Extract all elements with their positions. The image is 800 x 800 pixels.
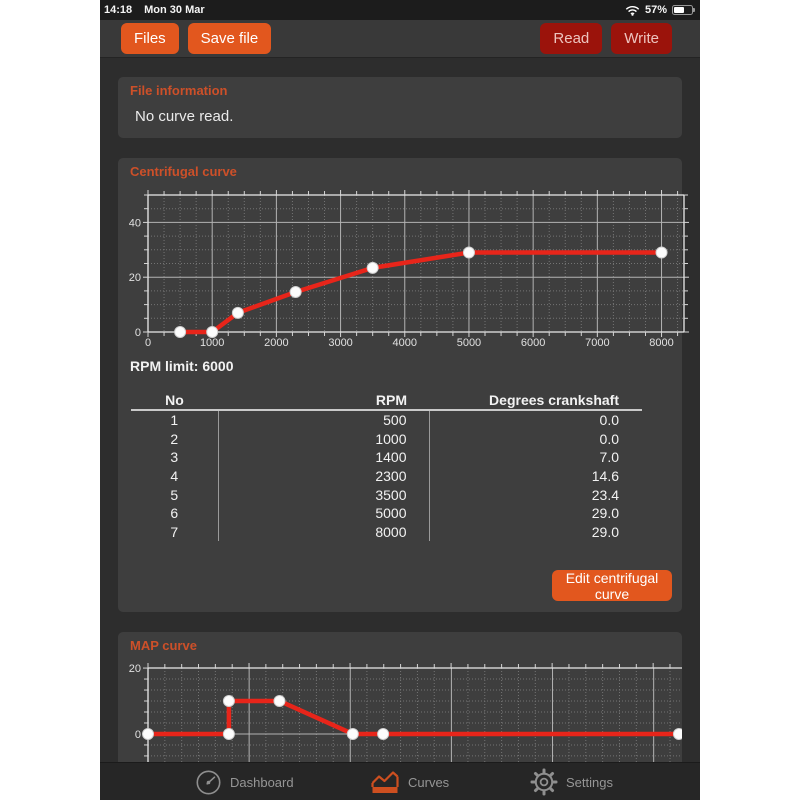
table-row: 4 2300 14.6: [131, 466, 642, 486]
svg-text:1000: 1000: [200, 337, 224, 349]
curve-point[interactable]: [174, 326, 187, 338]
tab-dashboard[interactable]: Dashboard: [195, 763, 294, 800]
svg-text:6000: 6000: [521, 337, 545, 349]
svg-text:0: 0: [135, 327, 141, 339]
tab-curves-label: Curves: [408, 774, 450, 790]
tab-dashboard-label: Dashboard: [230, 774, 294, 790]
table-row: 3 1400 7.0: [131, 448, 642, 467]
gauge-icon: [196, 770, 221, 794]
tab-settings[interactable]: Settings: [530, 763, 613, 800]
centrifugal-curve-chart[interactable]: 0 1000 2000 3000 4000 5000 6000 7000 8000 0 20 40: [128, 190, 689, 354]
curve-point[interactable]: [462, 246, 475, 259]
curve-point[interactable]: [231, 306, 244, 319]
svg-text:7000: 7000: [585, 337, 609, 349]
curve-point[interactable]: [366, 261, 379, 274]
svg-text:2000: 2000: [264, 337, 288, 349]
toolbar: Files Save file Read Write: [100, 20, 700, 58]
write-button[interactable]: Write: [611, 23, 672, 54]
status-date: Mon 30 Mar: [144, 4, 205, 16]
table-row: 6 5000 29.0: [131, 503, 642, 523]
curves-icon: [371, 770, 399, 793]
table-cell: 14.6: [428, 466, 642, 486]
table-cell: 4: [170, 468, 179, 485]
map-curve-title: MAP curve: [130, 638, 197, 653]
centrifugal-curve-title: Centrifugal curve: [130, 164, 237, 179]
tab-bar: Dashboard Curves: [100, 762, 700, 800]
svg-text:0: 0: [145, 337, 151, 349]
table-cell: 3500: [217, 485, 429, 504]
curve-point[interactable]: [206, 326, 219, 338]
map-curve-card: MAP curve 0 20: [118, 632, 682, 762]
table-cell: 7.0: [428, 448, 642, 467]
table-cell: 2: [170, 430, 179, 447]
svg-text:3000: 3000: [328, 337, 352, 349]
file-information-message: No curve read.: [135, 108, 234, 125]
table-header: Degrees crankshaft: [429, 391, 642, 411]
read-button[interactable]: Read: [540, 23, 603, 54]
table-row: 5 3500 23.4: [131, 485, 642, 504]
curve-point[interactable]: [346, 727, 359, 740]
wifi-icon: [625, 5, 640, 16]
table-cell: 8000: [217, 522, 429, 542]
app-window: 14:18 Mon 30 Mar 57% Files Save file: [100, 0, 700, 800]
svg-text:4000: 4000: [393, 337, 417, 349]
table-cell: 0.0: [428, 429, 642, 449]
status-left: 14:18 Mon 30 Mar: [104, 4, 205, 16]
gear-icon: [530, 768, 558, 796]
svg-text:0: 0: [135, 729, 141, 741]
table-cell: 0.0: [428, 410, 642, 430]
rpm-limit-text: RPM limit: 6000: [130, 358, 234, 374]
table-cell: 3: [170, 449, 179, 466]
tab-curves[interactable]: Curves: [370, 763, 449, 800]
table-cell: 5: [170, 486, 179, 503]
table-cell: 1400: [217, 448, 429, 467]
curve-point[interactable]: [377, 727, 390, 740]
curve-point[interactable]: [289, 285, 302, 298]
table-cell: 5000: [217, 503, 429, 523]
table-cell: 1: [170, 412, 179, 429]
curve-point[interactable]: [222, 694, 235, 707]
tab-settings-label: Settings: [566, 774, 613, 790]
table-row: 1 500 0.0: [131, 410, 642, 430]
battery-nub: [693, 8, 695, 12]
edit-centrifugal-curve-button[interactable]: Edit centrifugal curve: [552, 570, 672, 602]
file-information-title: File information: [130, 83, 228, 98]
curve-point[interactable]: [142, 727, 154, 740]
table-row: 7 8000 29.0: [131, 522, 642, 542]
table-cell: 500: [217, 410, 429, 430]
table-cell: 7: [170, 523, 179, 540]
battery-percent: 57%: [644, 4, 667, 16]
table-cell: 23.4: [428, 485, 642, 504]
status-right: 57%: [625, 4, 695, 16]
svg-text:20: 20: [129, 663, 141, 675]
svg-text:40: 40: [129, 217, 141, 229]
centrifugal-table: No RPM Degrees crankshaft 1 500 0.0 2 1000 0.0 3 1…: [131, 391, 642, 542]
save-file-button[interactable]: Save file: [187, 23, 272, 54]
file-information-card: File information No curve read.: [118, 77, 682, 138]
curve-point[interactable]: [222, 727, 235, 740]
svg-text:5000: 5000: [457, 337, 481, 349]
table-cell: 1000: [217, 429, 429, 449]
status-time: 14:18: [104, 4, 133, 16]
curve-point[interactable]: [655, 246, 668, 259]
table-cell: 29.0: [428, 503, 642, 523]
svg-text:8000: 8000: [649, 337, 673, 349]
map-curve-chart[interactable]: 0 20: [128, 660, 682, 762]
table-header: RPM: [218, 391, 429, 411]
svg-text:20: 20: [129, 272, 141, 284]
battery-fill: [674, 7, 684, 13]
table-cell: 29.0: [428, 522, 642, 542]
table-row: 2 1000 0.0: [131, 429, 642, 449]
curve-point[interactable]: [273, 694, 286, 707]
centrifugal-curve-card: Centrifugal curve 0 1000 2000 3000 4000 5000 6…: [118, 158, 689, 612]
files-button[interactable]: Files: [121, 23, 179, 54]
table-header: No: [131, 391, 218, 411]
table-cell: 2300: [217, 466, 429, 486]
table-cell: 6: [170, 505, 179, 522]
curve-point[interactable]: [672, 727, 682, 740]
battery-icon: [672, 5, 695, 15]
status-bar: 14:18 Mon 30 Mar 57%: [100, 0, 700, 20]
